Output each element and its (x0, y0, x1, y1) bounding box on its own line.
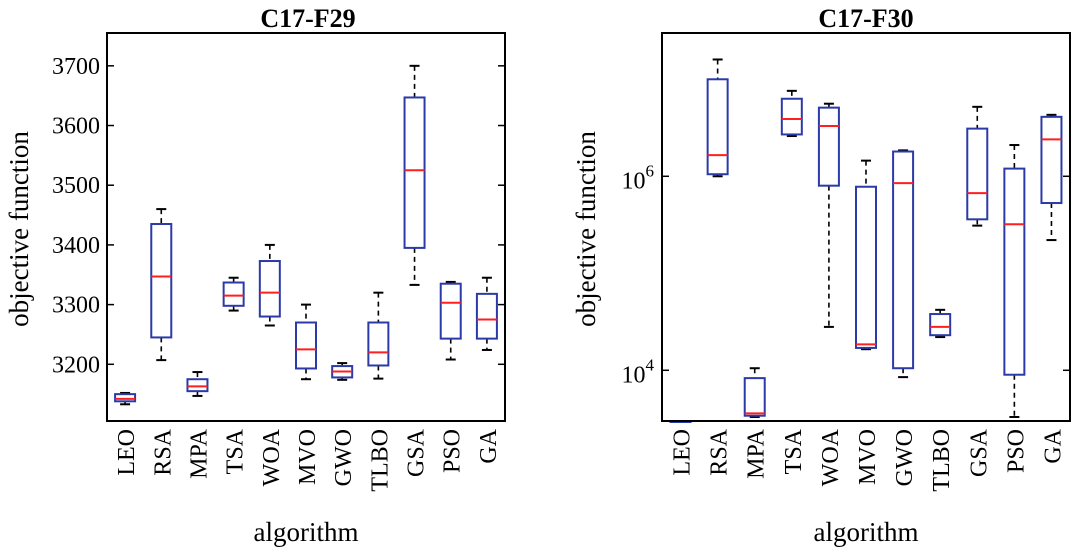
x-tick-label: WOA (259, 428, 285, 486)
x-tick-label: GA (476, 428, 502, 463)
y-tick-label: 104 (622, 355, 655, 388)
x-axis-label: algorithm (254, 517, 359, 547)
x-tick-label: LEO (670, 429, 696, 476)
box-iqr (966, 127, 989, 221)
box-mvo (295, 303, 317, 381)
box-gwo (892, 149, 915, 379)
box-iqr (892, 150, 915, 370)
y-tick-label: 3700 (52, 54, 100, 80)
box-pso (1003, 144, 1026, 418)
box-rsa (706, 58, 729, 178)
box-iqr (855, 185, 877, 349)
box-woa (258, 243, 281, 327)
box-iqr (295, 321, 317, 370)
plot-frame (661, 32, 1071, 422)
box-iqr (150, 223, 173, 339)
y-tick-label: 106 (622, 161, 655, 194)
y-tick-label: 3400 (52, 233, 100, 259)
x-tick-label: GSA (404, 428, 430, 477)
box-ga (475, 276, 498, 351)
box-woa (817, 102, 840, 328)
panel-c17-f30: C17-F30 objective function algorithm 104 106… (571, 4, 1071, 547)
box-iqr (817, 106, 840, 187)
box-tsa (780, 89, 803, 138)
x-axis-label: algorithm (814, 517, 919, 547)
box-mpa (186, 371, 209, 397)
x-tick-label: MVO (855, 429, 881, 485)
box-tsa (222, 276, 245, 312)
box-iqr (1003, 167, 1026, 376)
box-gwo (331, 362, 354, 381)
x-tick-label: GWO (331, 429, 357, 486)
x-tick-label: MPA (744, 428, 770, 478)
panel-c17-f29: C17-F29 objective function algorithm 3200 33… (4, 4, 506, 547)
box-ga (1040, 113, 1063, 242)
x-tick-label: GA (1040, 428, 1066, 463)
x-tick-label: RSA (707, 428, 733, 475)
box-iqr (258, 260, 281, 318)
box-iqr (439, 282, 462, 340)
x-tick-label: TLBO (367, 429, 393, 492)
x-tick-label: TSA (781, 428, 807, 474)
chart-title: C17-F29 (260, 4, 355, 33)
box-mvo (855, 159, 877, 351)
y-tick-label: 3200 (52, 352, 100, 378)
x-tick-label: GSA (966, 428, 992, 477)
box-pso (439, 280, 462, 361)
box-iqr (780, 97, 803, 136)
x-tick-label: PSO (1003, 429, 1029, 473)
y-axis-label: objective function (571, 131, 601, 327)
y-tick-label: 3500 (52, 173, 100, 199)
box-iqr (929, 313, 952, 337)
x-tick-label: GWO (892, 429, 918, 486)
y-tick-label: 3600 (52, 114, 100, 140)
box-tlbo (929, 308, 952, 339)
plot-frame (106, 32, 506, 422)
x-tick-label: WOA (818, 428, 844, 486)
box-iqr (1040, 115, 1063, 205)
box-gsa (966, 105, 989, 227)
box-iqr (403, 96, 426, 249)
box-rsa (150, 208, 173, 362)
x-tick-label: PSO (440, 429, 466, 473)
x-tick-label: LEO (114, 429, 140, 476)
box-gsa (403, 64, 426, 286)
box-leo (114, 391, 137, 406)
x-tick-label: TSA (223, 428, 249, 474)
y-axis-label: objective function (4, 131, 34, 327)
box-iqr (114, 393, 137, 403)
x-tick-label: RSA (150, 428, 176, 475)
box-iqr (367, 321, 390, 367)
box-iqr (743, 377, 766, 417)
x-tick-label: MVO (295, 429, 321, 485)
box-tlbo (367, 291, 390, 380)
x-tick-label: MPA (186, 428, 212, 478)
box-iqr (222, 281, 245, 307)
box-iqr (475, 292, 498, 340)
chart-title: C17-F30 (818, 4, 913, 33)
box-iqr (186, 378, 209, 393)
box-iqr (706, 78, 729, 176)
y-tick-label: 3300 (52, 293, 100, 319)
x-tick-label: TLBO (929, 429, 955, 492)
box-mpa (743, 367, 766, 418)
